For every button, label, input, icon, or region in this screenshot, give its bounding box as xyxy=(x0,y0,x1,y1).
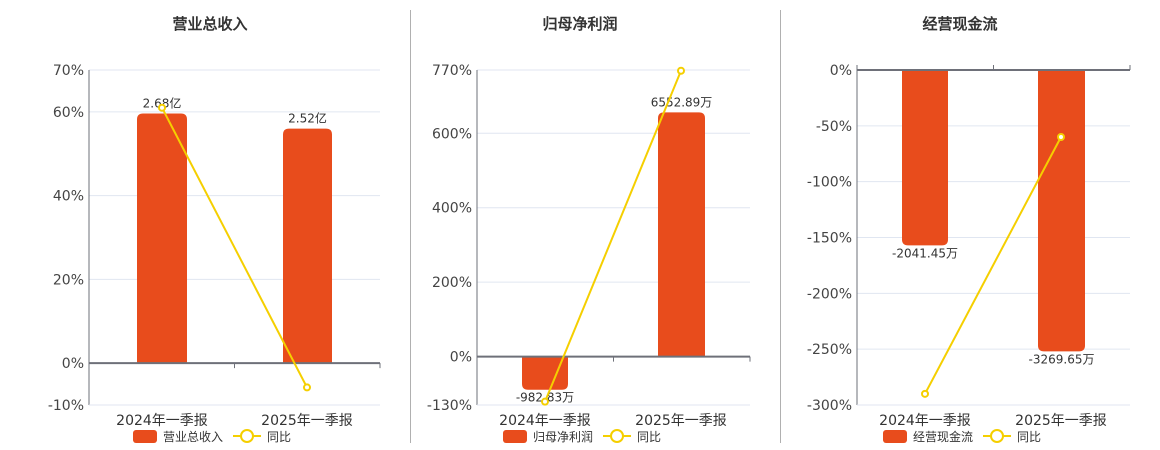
bar-value-label: 2.68亿 xyxy=(143,96,182,111)
y-tick-label: 0% xyxy=(830,63,852,79)
y-tick-label: -300% xyxy=(807,398,852,414)
bar[interactable] xyxy=(902,70,948,246)
y-tick-label: 0% xyxy=(62,356,84,372)
legend-line-marker-icon xyxy=(233,429,262,443)
legend-bar-label[interactable]: 经营现金流 xyxy=(913,429,974,444)
chart-plot-net-profit: 770%600%400%200%0%-130%-982.83万6552.89万2… xyxy=(427,63,751,429)
y-tick-label: -100% xyxy=(807,175,852,191)
x-category-label: 2024年一季报 xyxy=(116,413,208,429)
y-tick-label: 400% xyxy=(432,201,472,217)
y-tick-label: -130% xyxy=(427,398,472,414)
legend-bar-label[interactable]: 营业总收入 xyxy=(163,429,224,444)
bar-value-label: 2.52亿 xyxy=(288,111,327,126)
yoy-line xyxy=(924,136,1062,395)
chart-panel-net-profit: 归母净利润 770%600%400%200%0%-130%-982.83万655… xyxy=(427,15,751,445)
y-tick-label: -150% xyxy=(807,231,852,247)
y-tick-label: 70% xyxy=(53,63,84,79)
legend: 经营现金流 同比 xyxy=(883,427,1041,445)
bar[interactable] xyxy=(283,128,332,364)
legend-line-label[interactable]: 同比 xyxy=(637,429,662,444)
yoy-point[interactable] xyxy=(677,66,685,75)
legend: 营业总收入 同比 xyxy=(133,427,291,445)
x-category-label: 2025年一季报 xyxy=(635,413,727,429)
x-category-label: 2024年一季报 xyxy=(879,413,971,429)
legend-line-label[interactable]: 同比 xyxy=(267,429,292,444)
bar[interactable] xyxy=(658,112,705,357)
chart-plot-revenue: 70% 60% 40% 20% 0% -10% 2.68亿 2.52亿 2024年一季报 2025… xyxy=(48,63,381,429)
legend-bar-swatch-icon xyxy=(133,429,157,443)
panel-divider xyxy=(780,10,781,443)
chart-panel-revenue: 营业总收入 70% 60% 40% 20% 0% -10% 2.68亿 2.52亿 2024年一… xyxy=(0,0,410,450)
yoy-point[interactable] xyxy=(921,389,929,398)
y-tick-label: 600% xyxy=(432,126,472,142)
x-category-label: 2025年一季报 xyxy=(261,413,353,429)
bar-value-label: -2041.45万 xyxy=(892,246,958,260)
bar[interactable] xyxy=(522,356,568,390)
chart-title: 营业总收入 xyxy=(172,15,248,33)
y-tick-label: -10% xyxy=(48,398,84,414)
yoy-point[interactable] xyxy=(158,103,166,112)
x-category-label: 2025年一季报 xyxy=(1015,413,1107,429)
y-tick-label: 770% xyxy=(432,63,472,79)
yoy-line xyxy=(544,70,682,403)
bar[interactable] xyxy=(1038,70,1085,352)
y-tick-label: 200% xyxy=(432,275,472,291)
y-tick-label: 20% xyxy=(53,272,84,288)
y-tick-label: -50% xyxy=(816,119,852,135)
legend: 归母净利润 同比 xyxy=(503,427,661,445)
yoy-point[interactable] xyxy=(541,397,549,406)
legend-line-marker-icon xyxy=(603,429,632,443)
y-tick-label: -250% xyxy=(807,342,852,358)
yoy-point[interactable] xyxy=(303,383,311,392)
chart-title: 归母净利润 xyxy=(542,15,618,33)
y-tick-label: -200% xyxy=(807,286,852,302)
y-tick-label: 60% xyxy=(53,105,84,121)
y-tick-label: 0% xyxy=(450,350,472,366)
legend-bar-swatch-icon xyxy=(883,429,907,443)
chart-title: 经营现金流 xyxy=(922,15,998,33)
legend-line-marker-icon xyxy=(983,429,1012,443)
legend-bar-label[interactable]: 归母净利润 xyxy=(533,429,594,444)
legend-line-label[interactable]: 同比 xyxy=(1017,429,1042,444)
x-category-label: 2024年一季报 xyxy=(499,413,591,429)
panel-divider xyxy=(410,10,411,443)
y-tick-label: 40% xyxy=(53,189,84,205)
legend-bar-swatch-icon xyxy=(503,429,527,443)
yoy-point[interactable] xyxy=(1057,133,1065,141)
yoy-line xyxy=(161,107,308,388)
bar[interactable] xyxy=(137,113,187,364)
bar-value-label: -3269.65万 xyxy=(1029,352,1095,366)
